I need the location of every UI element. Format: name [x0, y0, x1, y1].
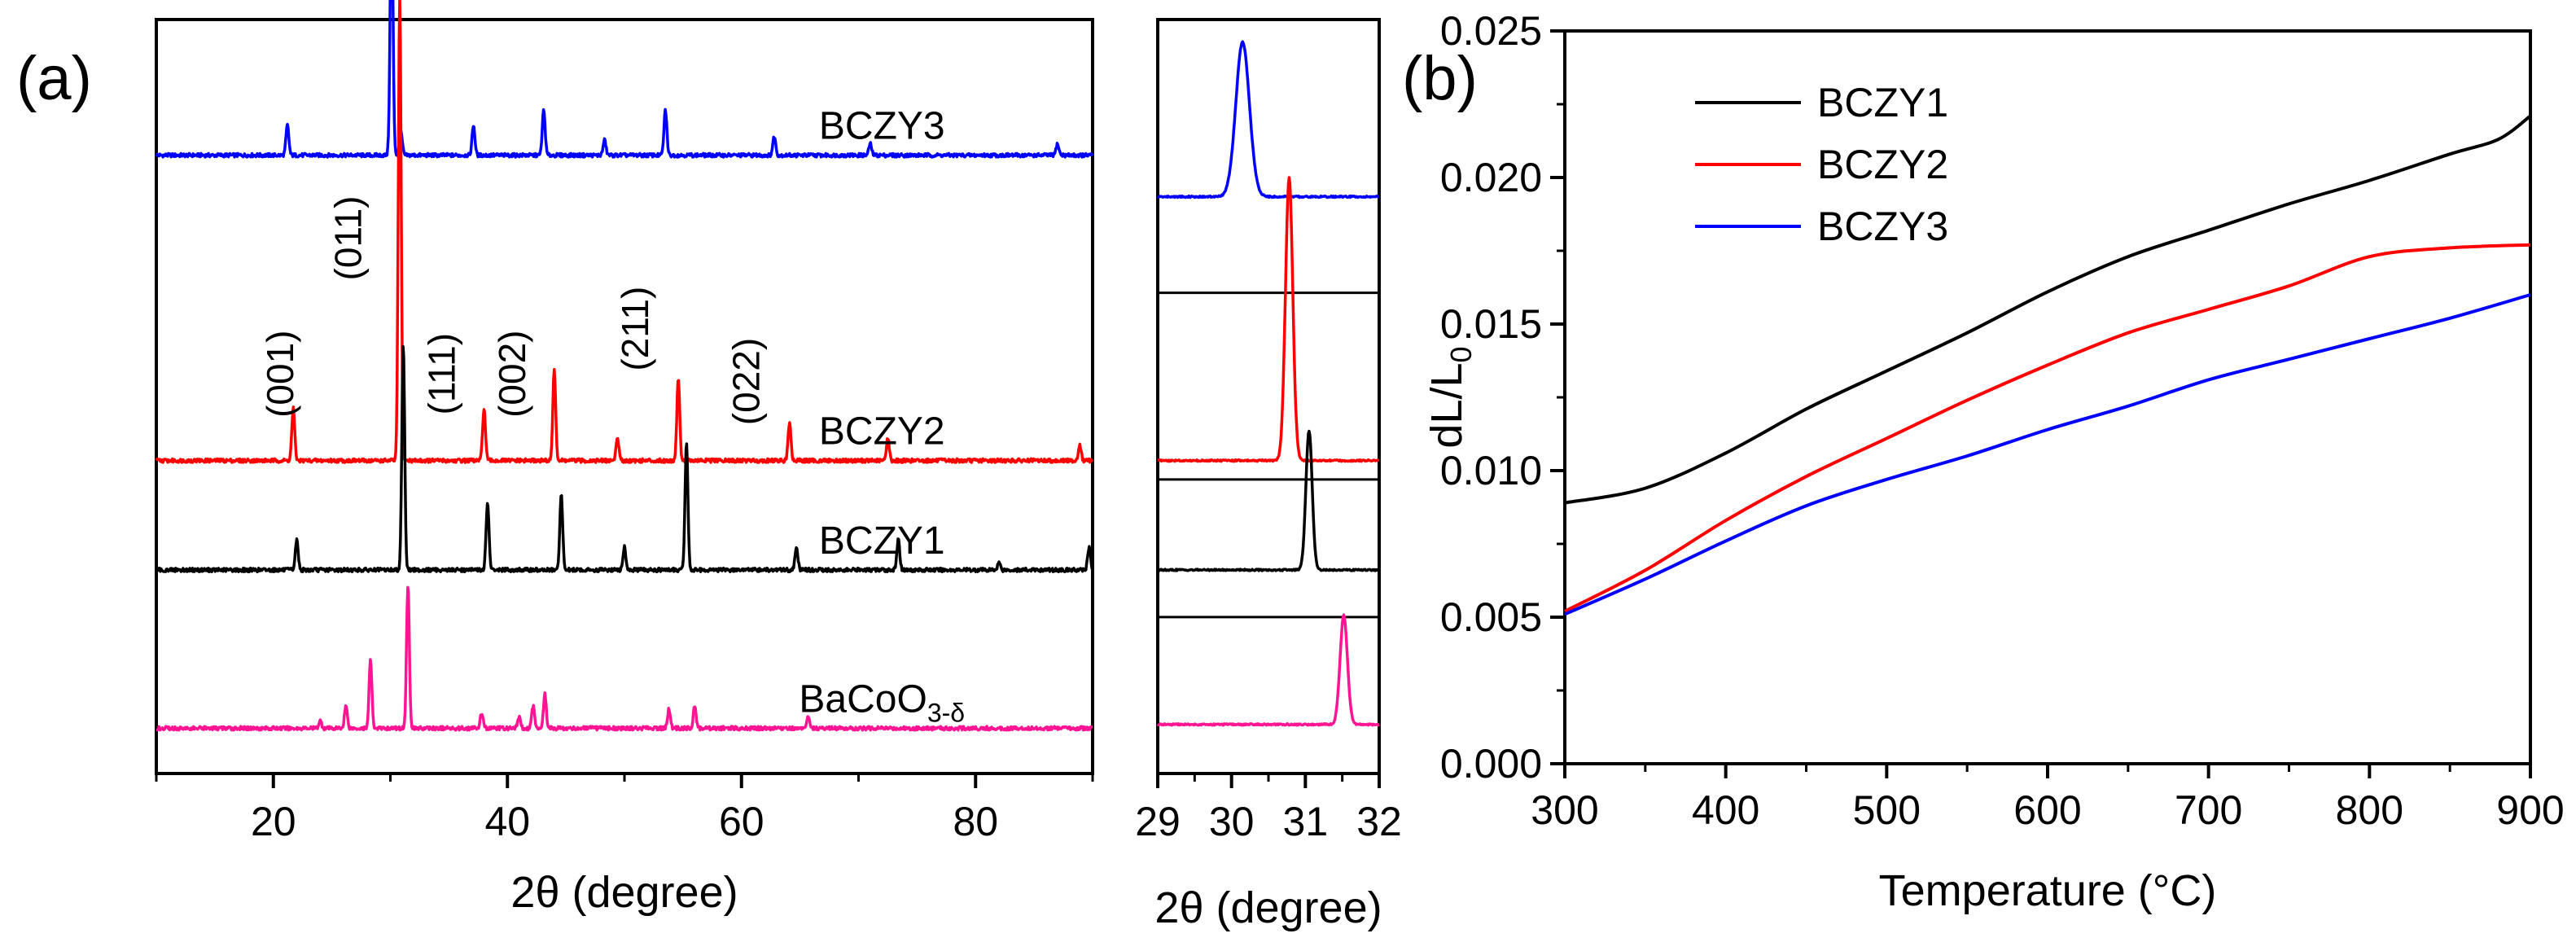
xrd-zoom-series-line-BCZY2: [1157, 176, 1380, 463]
xrd-series-line-BCZY1: [155, 345, 1094, 574]
panel-b-label: (b): [1402, 44, 1478, 113]
legend-label-BCZY1: BCZY1: [1817, 80, 1948, 125]
xrd-x-tick-label: 20: [251, 799, 296, 844]
xrd-x-axis-label: 2θ (degree): [510, 868, 738, 917]
xrd-x-tick-label: 60: [719, 799, 764, 844]
dilatometry-lines: [1564, 114, 2532, 616]
dilatometry-x-tick-label: 800: [2336, 787, 2403, 833]
dilatometry-y-tick-label: 0.000: [1440, 741, 1542, 787]
xrd-peak-annotations: (001) (011) (111) (002) (211) (022): [259, 196, 767, 426]
dilatometry-y-tick-label: 0.025: [1440, 8, 1542, 54]
dilatometry-x-tick-label: 400: [1692, 787, 1759, 833]
dilatometry-panel: 300 400 500 600 700 800 900 0.000 0.005 0.010 0.01…: [1422, 8, 2565, 915]
xrd-x-ticks: 20 40 60 80: [155, 774, 1094, 844]
dilatometry-x-axis-label: Temperature (°C): [1879, 866, 2217, 915]
dilatometry-series-line-BCZY3: [1564, 293, 2531, 616]
peak-annotation: (001): [259, 331, 301, 418]
xrd-zoom-x-tick-label: 32: [1356, 799, 1402, 844]
xrd-zoom-series-line-BCZY1: [1157, 429, 1381, 572]
xrd-pattern-lines: [155, 0, 1094, 732]
peak-annotation: (011): [327, 196, 370, 281]
xrd-series-line-BCZY2: [155, 0, 1094, 464]
peak-annotation: (002): [491, 331, 533, 418]
xrd-series-line-BaCoO3: [156, 585, 1093, 732]
dilatometry-x-tick-label: 300: [1531, 787, 1598, 833]
dilatometry-x-tick-label: 900: [2496, 787, 2564, 833]
xrd-series-label-text: BCZY2: [819, 410, 945, 454]
xrd-zoom-x-axis-label: 2θ (degree): [1154, 883, 1382, 932]
xrd-zoom-series-line-BCZY3: [1156, 40, 1380, 199]
dilatometry-x-tick-label: 600: [2013, 787, 2081, 833]
xrd-x-tick-label: 80: [953, 799, 998, 844]
xrd-zoom-x-tick-label: 29: [1135, 799, 1181, 844]
dilatometry-y-axis-label: dL/L0: [1422, 346, 1478, 448]
dilatometry-y-tick-label: 0.005: [1440, 594, 1542, 640]
xrd-series-label-BCZY1: BCZY1: [819, 519, 945, 563]
xrd-zoom-plot-frame: [1156, 18, 1381, 775]
panel-a-label: (a): [16, 44, 92, 113]
peak-annotation: (022): [725, 338, 767, 425]
dilatometry-x-tick-label: 500: [1853, 787, 1921, 833]
y-axis-label-main: dL/L: [1422, 362, 1471, 448]
peak-annotation: (211): [614, 287, 656, 371]
dilatometry-y-tick-label: 0.010: [1440, 448, 1542, 493]
xrd-series-label-subscript: 3-δ: [927, 698, 965, 727]
xrd-series-label-BaCoO3: BaCoO3-δ: [799, 677, 965, 727]
xrd-zoom-x-ticks: 29 30 31 32: [1135, 774, 1402, 844]
peak-annotation: (111): [421, 333, 463, 415]
xrd-zoom-pattern-lines: [1156, 40, 1381, 727]
dilatometry-series-line-BCZY1: [1564, 114, 2532, 505]
xrd-x-tick-label: 40: [484, 799, 530, 844]
xrd-series-labels: BCZY3 BCZY2 BCZY1 BaCoO3-δ: [799, 105, 965, 728]
xrd-series-label-text: BaCoO: [799, 677, 927, 721]
legend-label-BCZY3: BCZY3: [1817, 204, 1948, 249]
xrd-series-label-BCZY3: BCZY3: [819, 105, 945, 148]
xrd-series-line-BCZY3: [155, 0, 1094, 159]
xrd-series-label-text: BCZY3: [819, 105, 945, 148]
dilatometry-series-line-BCZY2: [1564, 243, 2531, 613]
xrd-zoom-x-tick-label: 31: [1283, 799, 1329, 844]
xrd-zoom-x-tick-label: 30: [1209, 799, 1255, 844]
dilatometry-y-tick-label: 0.015: [1440, 301, 1542, 347]
dilatometry-y-tick-label: 0.020: [1440, 155, 1542, 200]
y-axis-label-sub: 0: [1444, 346, 1478, 362]
xrd-series-label-BCZY2: BCZY2: [819, 410, 945, 454]
dilatometry-x-tick-label: 700: [2175, 787, 2242, 833]
xrd-series-label-text: BCZY1: [819, 519, 945, 563]
dilatometry-plot-frame: [1563, 29, 2532, 765]
dilatometry-ticks: 300 400 500 600 700 800 900 0.000 0.005 0.010 0.01…: [1440, 8, 2565, 833]
legend: BCZY1 BCZY2 BCZY3: [1695, 80, 1948, 249]
xrd-zoom-panel: 29 30 31 32 2θ (degree): [1135, 18, 1402, 932]
xrd-zoom-series-line-BaCoO3: [1156, 613, 1380, 727]
legend-label-BCZY2: BCZY2: [1817, 142, 1948, 187]
